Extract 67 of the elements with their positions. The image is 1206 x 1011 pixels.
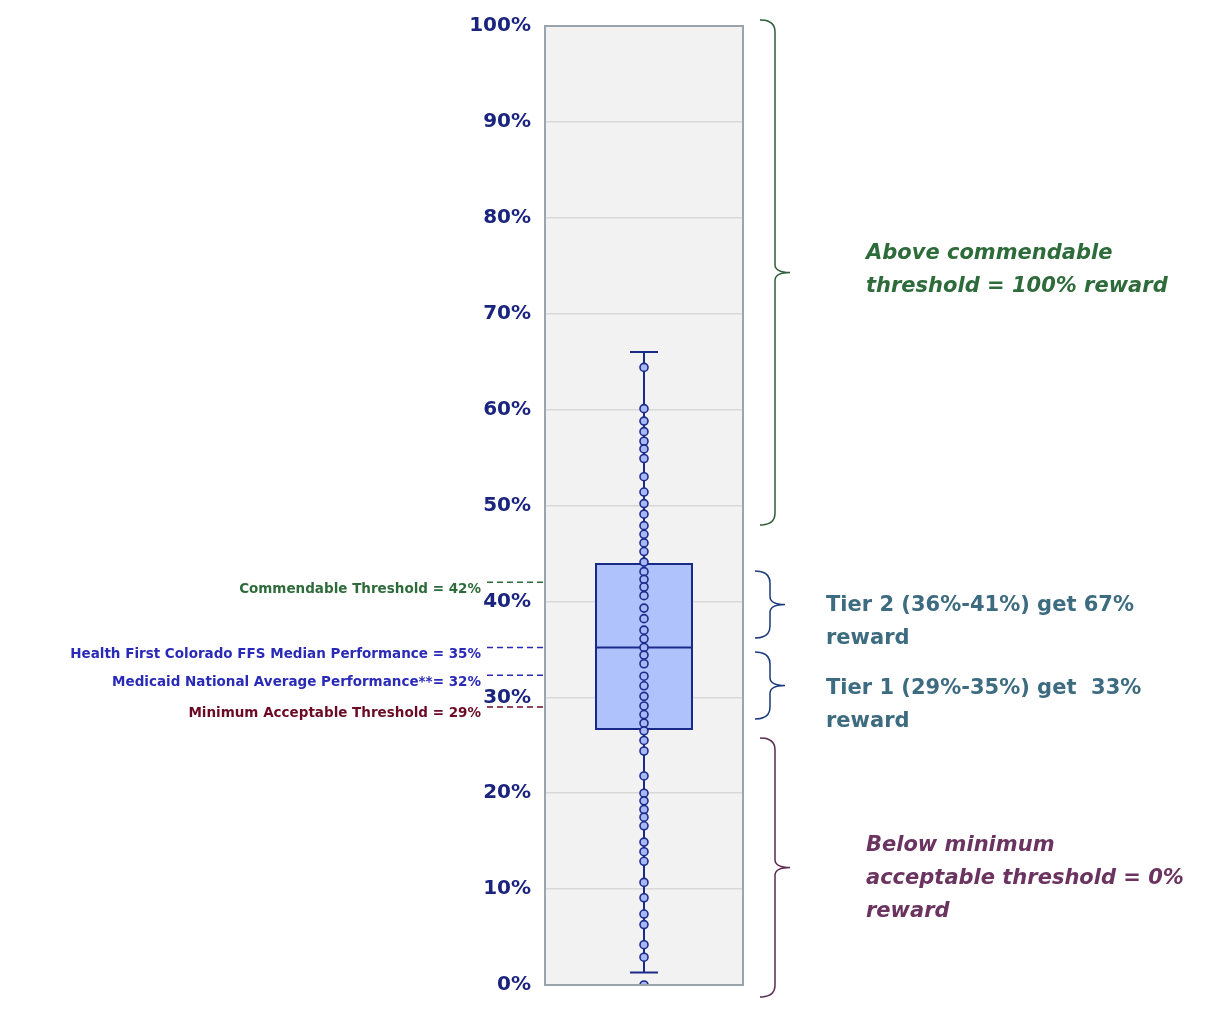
point (639, 892, 649, 903)
y-tick-label: 20% (483, 779, 531, 804)
y-tick-label: 40% (483, 587, 531, 612)
ref-line-label: Health First Colorado FFS Median Performance = 35% (70, 644, 482, 661)
point (639, 557, 649, 567)
point (639, 796, 649, 806)
point (639, 487, 649, 497)
text: Tier 1 (29%-35%) get 33% reward (826, 674, 1143, 734)
y-tick-label: 30% (483, 683, 531, 708)
point (639, 680, 649, 691)
point (639, 603, 649, 613)
point (639, 691, 649, 702)
point (639, 634, 649, 644)
y-tick-label: 70% (483, 299, 531, 324)
y-tick-label: 60% (483, 395, 531, 420)
point (639, 650, 649, 660)
point (639, 509, 649, 519)
y-tick-label: 90% (483, 108, 531, 133)
y-tick-label: 10% (483, 875, 531, 900)
point (639, 471, 649, 482)
y-tick-label: 50% (483, 491, 531, 516)
point (639, 416, 649, 426)
ref-line-label: Medicaid National Average Performance**= 32% (112, 672, 482, 689)
point (639, 804, 649, 815)
point (639, 735, 649, 746)
point (639, 582, 649, 592)
ref-line-label: Commendable Threshold = 42% (239, 579, 482, 596)
point (639, 939, 649, 950)
text: Below minimum acceptable threshold = 0% reward (866, 831, 1185, 924)
text: Tier 2 (36%-41%) get 67% reward (826, 591, 1135, 651)
point (639, 812, 649, 822)
y-tick-label: 0% (497, 971, 531, 996)
point (639, 771, 649, 781)
point (639, 362, 649, 373)
point (639, 709, 649, 720)
point (639, 909, 649, 919)
point (639, 919, 649, 930)
point (639, 613, 649, 624)
point (639, 453, 649, 464)
point (639, 837, 649, 847)
point (639, 538, 649, 548)
point (639, 426, 649, 437)
point (639, 726, 649, 736)
point (639, 846, 649, 857)
point (639, 788, 649, 798)
point (639, 658, 649, 669)
point (639, 546, 649, 557)
point (639, 590, 649, 601)
point (639, 529, 649, 540)
point (639, 403, 649, 414)
point (639, 821, 649, 831)
point (639, 718, 649, 728)
y-tick-label: 100% (469, 12, 531, 37)
point (639, 746, 649, 756)
point (639, 856, 649, 867)
point (639, 566, 649, 577)
ref-line-label: Minimum Acceptable Threshold = 29% (188, 704, 482, 721)
point (639, 625, 649, 635)
y-tick-label: 80% (483, 204, 531, 228)
point (639, 671, 649, 681)
text: Above commendable threshold = 100% reward (866, 239, 1169, 299)
point (639, 520, 649, 531)
point (639, 952, 649, 962)
point (639, 701, 649, 711)
point (639, 498, 649, 509)
point (639, 444, 649, 454)
point (639, 877, 649, 888)
